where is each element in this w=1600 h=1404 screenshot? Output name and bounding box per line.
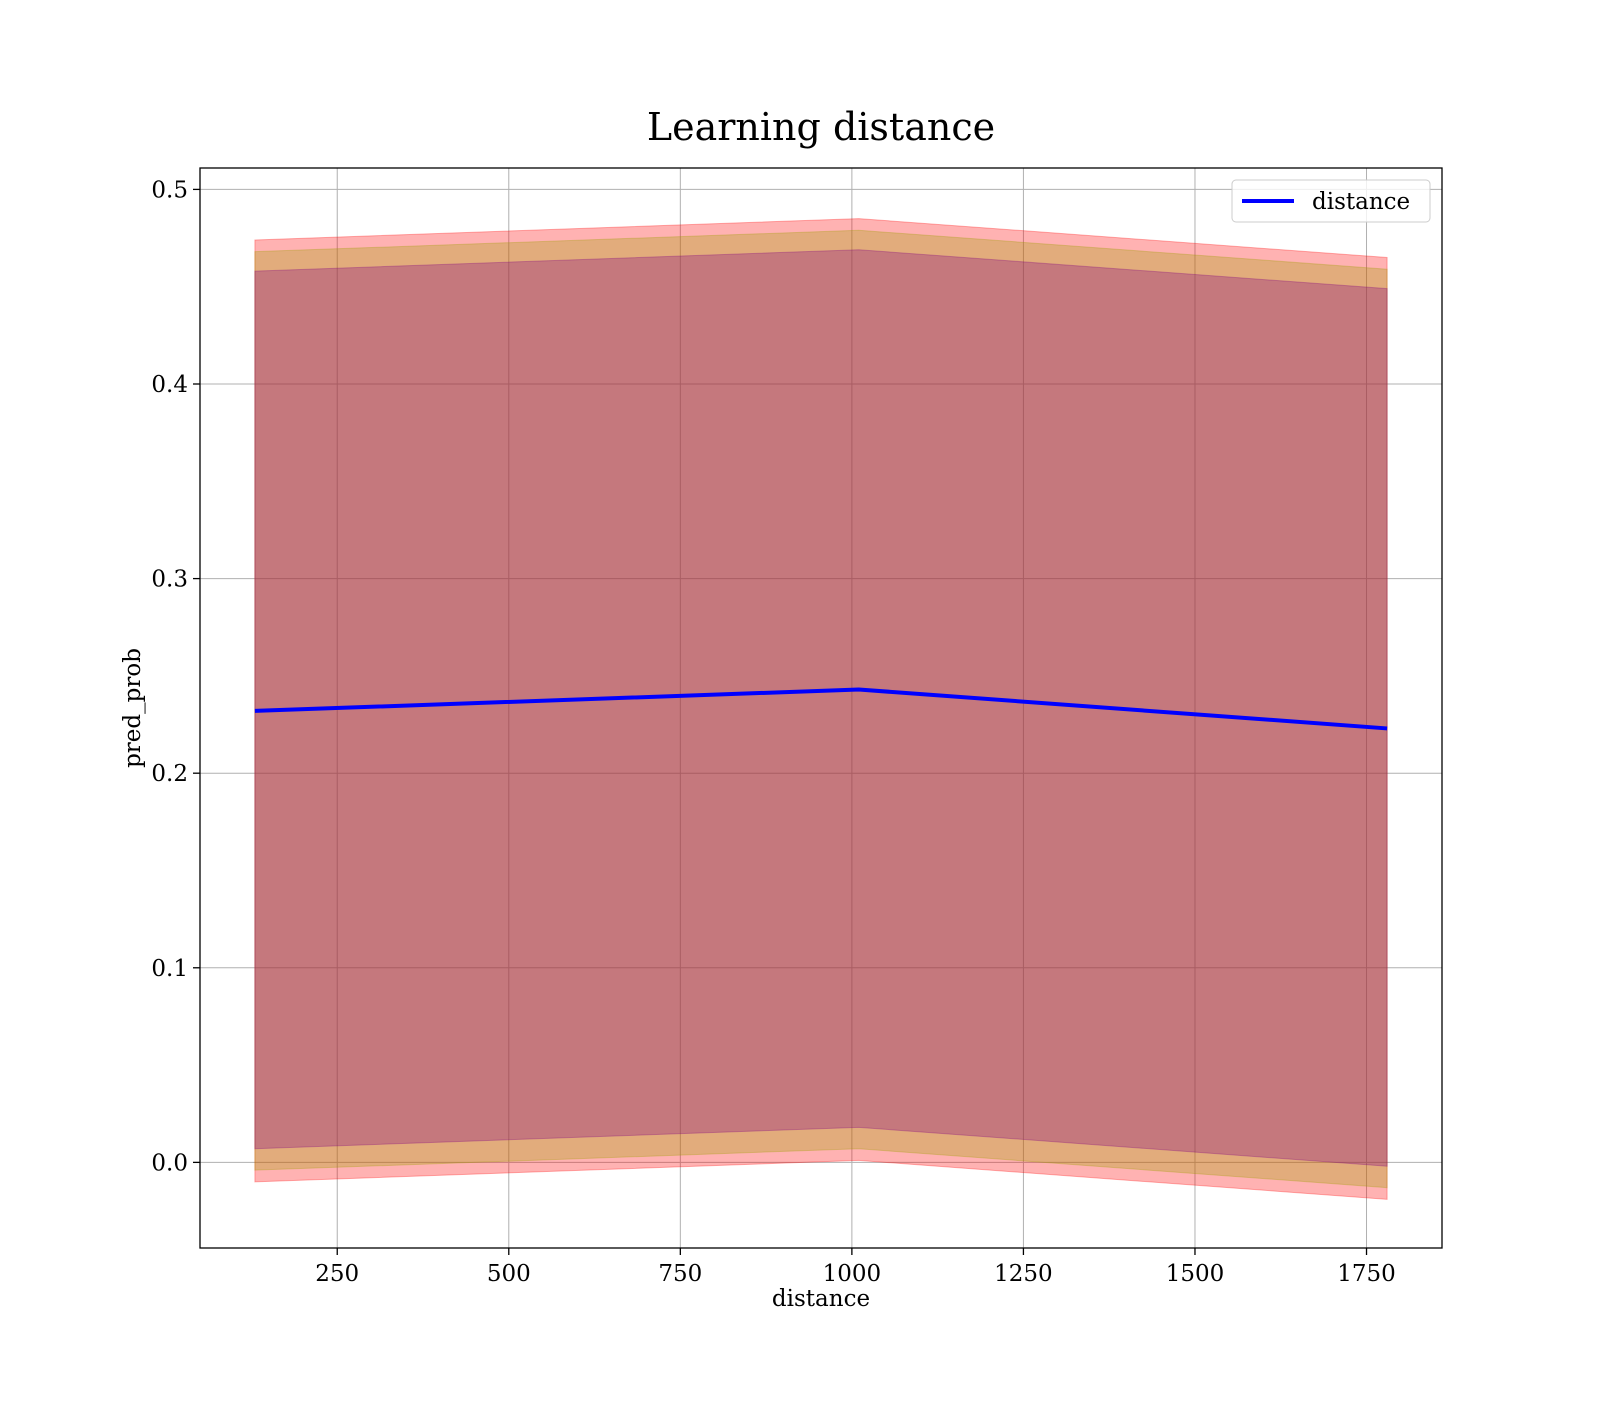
x-tick-label: 500 [487, 1261, 531, 1287]
confidence-bands [254, 218, 1388, 1200]
y-tick-label: 0.4 [151, 372, 188, 398]
chart-title: Learning distance [647, 105, 995, 149]
y-tick-label: 0.5 [151, 177, 188, 203]
x-tick-label: 1750 [1337, 1261, 1396, 1287]
x-tick-label: 250 [315, 1261, 359, 1287]
y-tick-label: 0.1 [151, 956, 188, 982]
series-line-distance [254, 687, 1388, 731]
x-tick-label: 1000 [823, 1261, 882, 1287]
y-tick-label: 0.2 [151, 761, 188, 787]
y-axis-label: pred_prob [120, 648, 146, 768]
legend-box [1231, 179, 1431, 223]
y-tick-label: 0.0 [151, 1150, 188, 1176]
legend-label: distance [1312, 189, 1410, 215]
confidence-band [254, 229, 1388, 1189]
confidence-band [254, 218, 1388, 1200]
grid-lines [200, 168, 1442, 1248]
x-axis-label: distance [772, 1286, 870, 1312]
y-tick-label: 0.3 [151, 567, 188, 593]
x-tick-label: 750 [658, 1261, 702, 1287]
axis-ticks: 250 500 750 1000 1250 1500 1750 0.0 0.1 0.2 0.3 0.4… [151, 177, 1395, 1287]
confidence-band [254, 249, 1388, 1167]
x-tick-label: 1500 [1166, 1261, 1225, 1287]
series-lines [254, 687, 1388, 731]
plot-frame [199, 167, 1443, 1249]
legend: distance [1231, 179, 1431, 223]
x-tick-label: 1250 [994, 1261, 1053, 1287]
